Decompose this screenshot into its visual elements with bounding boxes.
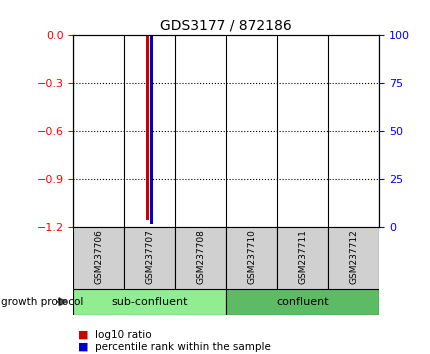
Text: GSM237706: GSM237706 bbox=[94, 229, 103, 284]
Title: GDS3177 / 872186: GDS3177 / 872186 bbox=[160, 19, 292, 33]
Text: log10 ratio: log10 ratio bbox=[95, 330, 151, 339]
Text: ■: ■ bbox=[77, 342, 88, 352]
Bar bbox=[226, 289, 378, 315]
Text: sub-confluent: sub-confluent bbox=[111, 297, 187, 307]
Text: GSM237710: GSM237710 bbox=[247, 229, 256, 284]
Bar bbox=[73, 289, 226, 315]
Text: percentile rank within the sample: percentile rank within the sample bbox=[95, 342, 270, 352]
Text: GSM237712: GSM237712 bbox=[348, 229, 357, 284]
Text: growth protocol: growth protocol bbox=[1, 297, 83, 307]
Bar bbox=[146, 35, 149, 220]
Text: GSM237708: GSM237708 bbox=[196, 229, 205, 284]
Bar bbox=[73, 227, 124, 289]
Bar bbox=[226, 227, 276, 289]
Bar bbox=[328, 227, 378, 289]
Bar bbox=[175, 227, 226, 289]
Bar bbox=[124, 227, 175, 289]
Text: GSM237711: GSM237711 bbox=[298, 229, 307, 284]
Bar bbox=[150, 35, 153, 224]
Bar bbox=[276, 227, 328, 289]
Text: GSM237707: GSM237707 bbox=[145, 229, 154, 284]
Text: confluent: confluent bbox=[276, 297, 329, 307]
Text: ■: ■ bbox=[77, 330, 88, 339]
